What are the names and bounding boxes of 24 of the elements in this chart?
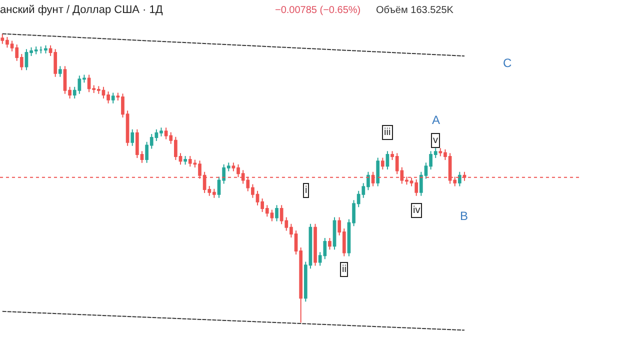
candlestick (314, 223, 317, 266)
candlestick (184, 155, 187, 166)
candlestick (111, 92, 115, 104)
candlestick (332, 216, 336, 250)
candlestick (275, 204, 278, 222)
text: Объём 163.525K (376, 5, 454, 16)
candlestick (130, 128, 134, 146)
text: −0.00785 (−0.65%) (275, 5, 361, 16)
annotation: ii (342, 264, 346, 275)
candlestick (44, 44, 48, 54)
candlestick (328, 238, 332, 250)
candlestick (386, 150, 390, 170)
annotation: i (305, 185, 308, 196)
text: C (503, 56, 512, 70)
candlestick (376, 157, 380, 187)
annotation: B (460, 209, 468, 223)
annotation: A (432, 113, 440, 127)
chart-title: анский фунт / Доллар США · 1Д (0, 4, 164, 16)
annotation: iv (413, 205, 420, 216)
annotation: v (433, 135, 438, 146)
candlestick (380, 157, 384, 170)
candlestick (458, 171, 462, 187)
annotation: iii (384, 127, 391, 138)
candlestick (58, 66, 62, 78)
